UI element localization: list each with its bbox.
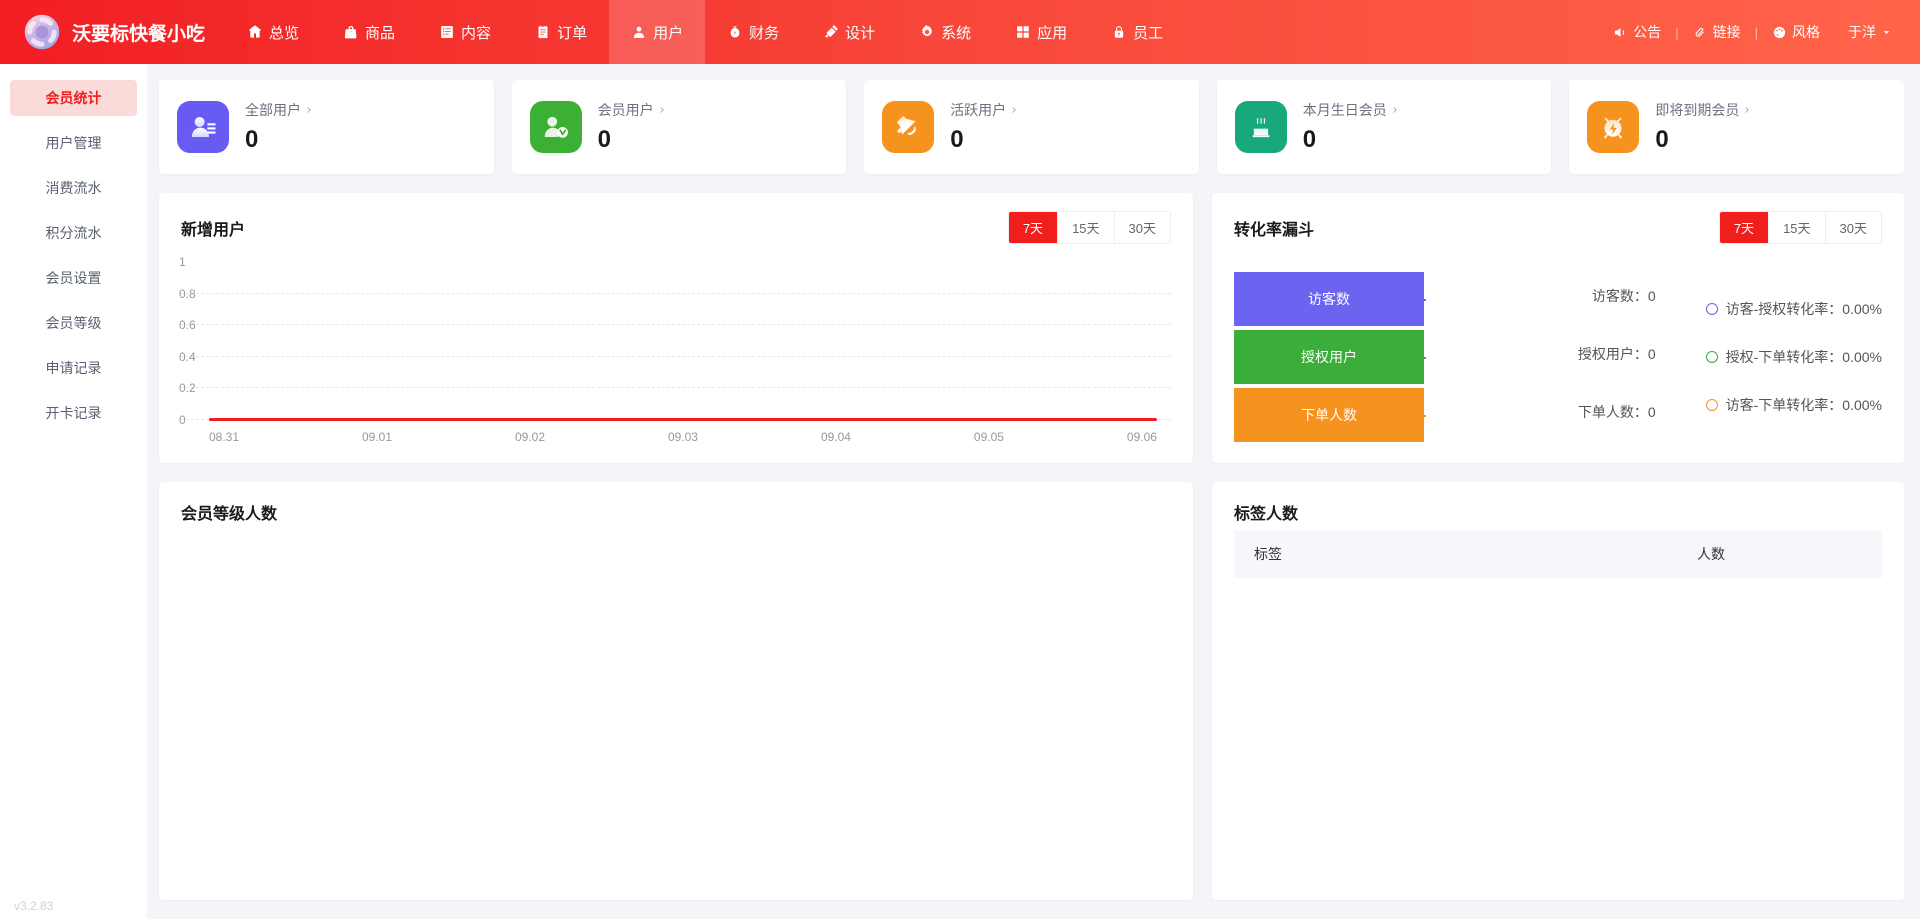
- svg-text:¥: ¥: [734, 31, 736, 35]
